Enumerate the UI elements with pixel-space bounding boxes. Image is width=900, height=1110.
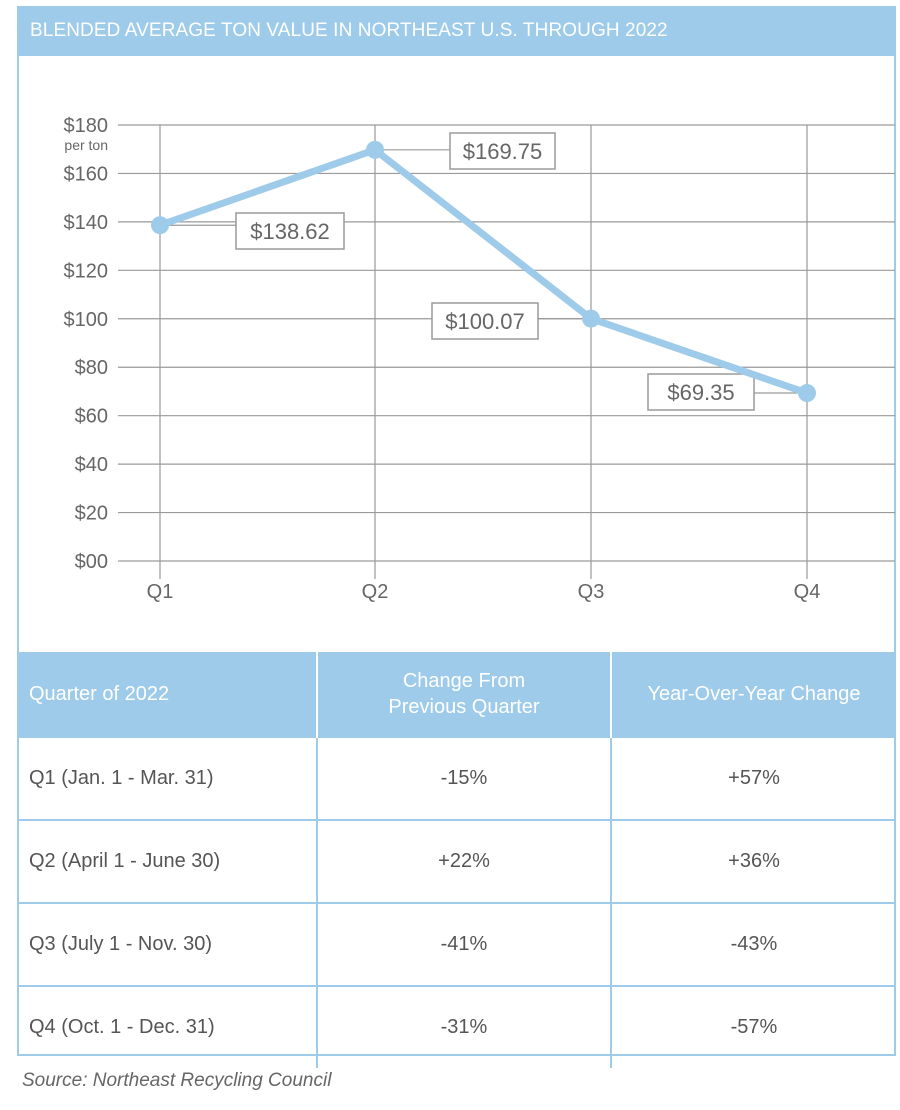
cell-yoy-change: +36%: [611, 819, 896, 903]
y-tick-label: $40: [75, 454, 108, 476]
y-tick-label: $60: [75, 406, 108, 428]
data-label-box: [449, 132, 556, 170]
cell-change-previous: -15%: [317, 736, 612, 820]
header-quarter: Quarter of 2022: [17, 652, 318, 737]
y-tick-label: $120: [64, 260, 109, 282]
data-label: $138.62: [250, 219, 330, 244]
series-line: [156, 146, 811, 397]
x-tick-label: Q4: [794, 581, 821, 603]
x-tick-label: Q3: [578, 581, 605, 603]
cell-yoy-change: -57%: [611, 985, 896, 1068]
y-tick-label: $100: [64, 309, 109, 331]
data-label: $69.35: [667, 380, 734, 405]
chart-title: BLENDED AVERAGE TON VALUE IN NORTHEAST U…: [17, 6, 896, 56]
cell-yoy-change: -43%: [611, 902, 896, 986]
table-header-row: Quarter of 2022 Change From Previous Qua…: [17, 652, 896, 737]
source-note: Source: Northeast Recycling Council: [22, 1070, 332, 1091]
data-point: [366, 140, 384, 159]
cell-yoy-change: +57%: [611, 736, 896, 820]
quarter-change-table: Quarter of 2022 Change From Previous Qua…: [17, 652, 896, 1068]
y-tick-label: $80: [75, 357, 108, 379]
y-unit-label: per ton: [64, 137, 108, 153]
cell-quarter: Q1 (Jan. 1 - Mar. 31): [17, 736, 318, 820]
header-yoy-change: Year-Over-Year Change: [611, 652, 896, 737]
cell-quarter: Q3 (July 1 - Nov. 30): [17, 902, 318, 986]
data-label-box: [235, 212, 345, 250]
y-tick-label: $140: [64, 212, 109, 234]
cell-quarter: Q4 (Oct. 1 - Dec. 31): [17, 985, 318, 1068]
data-label: $100.07: [445, 309, 525, 334]
table-row: Q2 (April 1 - June 30) +22% +36%: [17, 819, 896, 903]
y-tick-label: $20: [75, 503, 108, 525]
table-row: Q1 (Jan. 1 - Mar. 31) -15% +57%: [17, 736, 896, 820]
data-label: $169.75: [463, 139, 543, 164]
table-row: Q3 (July 1 - Nov. 30) -41% -43%: [17, 902, 896, 986]
y-tick-label: $00: [75, 551, 108, 573]
header-change-previous: Change From Previous Quarter: [317, 652, 612, 737]
cell-change-previous: -31%: [317, 985, 612, 1068]
data-point: [798, 384, 816, 403]
data-point: [582, 309, 600, 328]
cell-quarter: Q2 (April 1 - June 30): [17, 819, 318, 903]
table-row: Q4 (Oct. 1 - Dec. 31) -31% -57%: [17, 985, 896, 1068]
cell-change-previous: +22%: [317, 819, 612, 903]
data-label-box: [647, 373, 755, 411]
x-tick-label: Q2: [362, 581, 389, 603]
data-point: [151, 216, 169, 235]
cell-change-previous: -41%: [317, 902, 612, 986]
data-label-box: [431, 302, 539, 340]
x-tick-label: Q1: [147, 581, 174, 603]
y-tick-label: $160: [64, 163, 109, 185]
y-tick-label: $180: [64, 115, 109, 137]
